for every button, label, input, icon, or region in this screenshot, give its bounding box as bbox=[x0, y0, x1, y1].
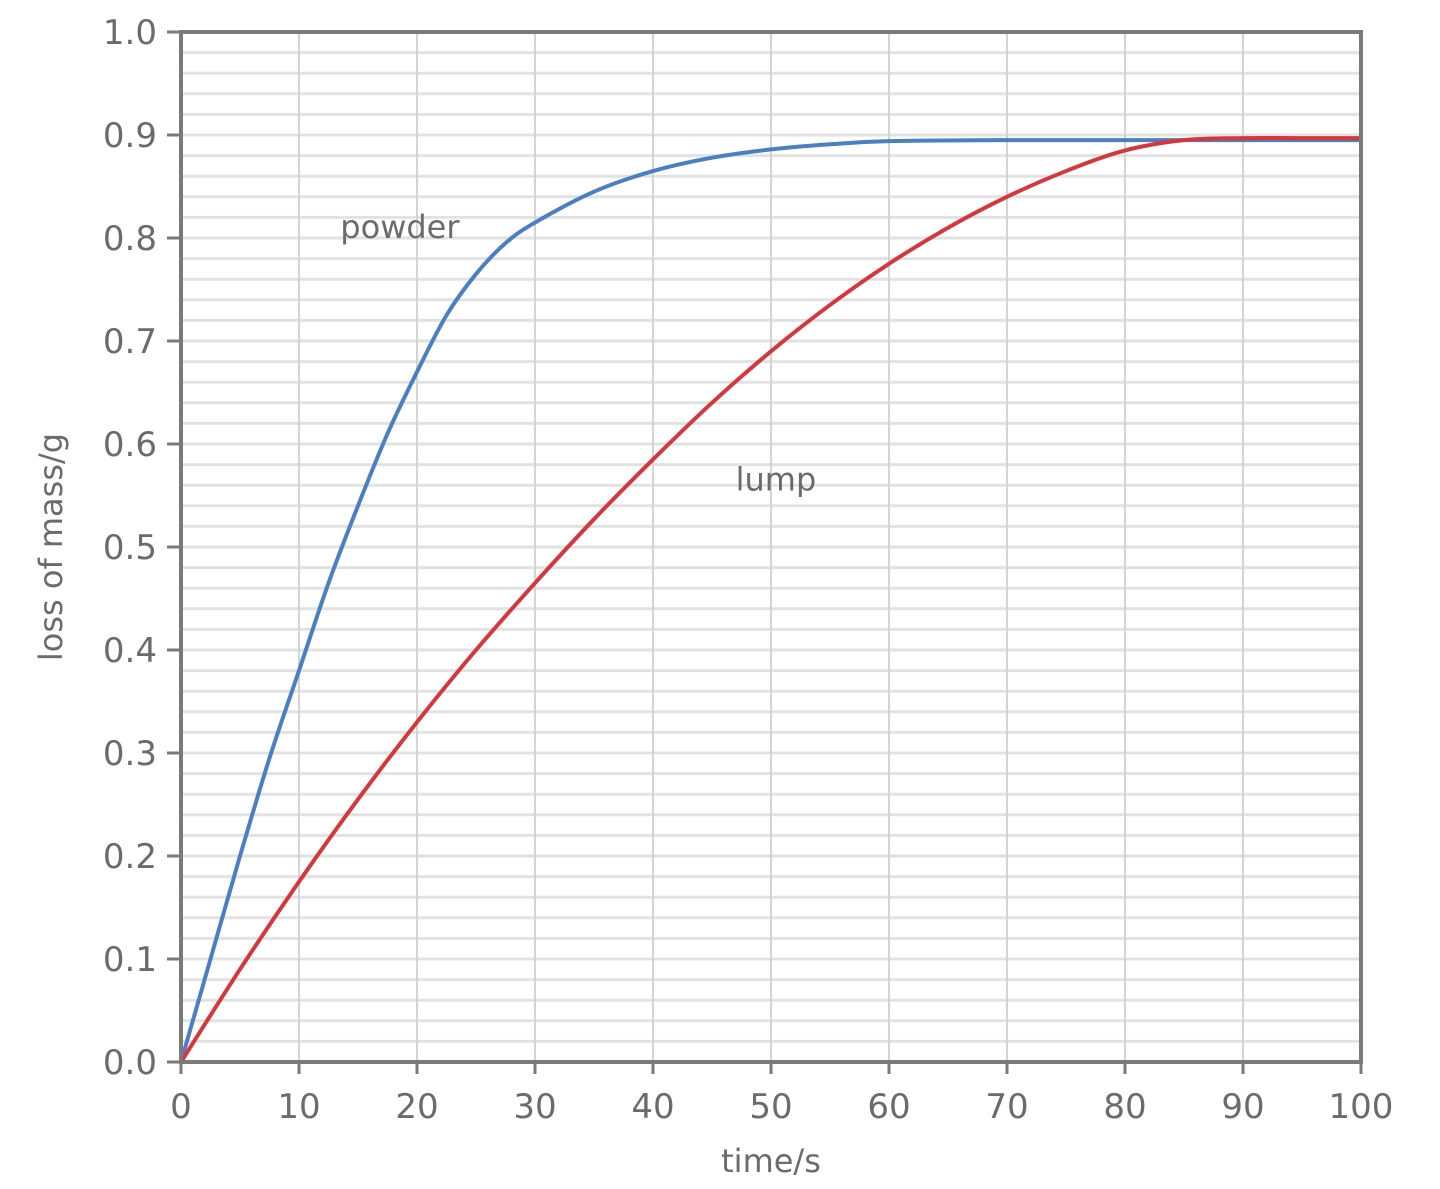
x-tick-label: 50 bbox=[749, 1087, 792, 1127]
y-tick-label: 0.2 bbox=[103, 837, 157, 877]
y-tick-label: 0.1 bbox=[103, 940, 157, 980]
x-tick-label: 40 bbox=[631, 1087, 674, 1127]
y-tick-label: 0.3 bbox=[103, 734, 157, 774]
data-series bbox=[179, 135, 1363, 1064]
x-axis-title: time/s bbox=[721, 1142, 821, 1180]
x-tick-label: 60 bbox=[867, 1087, 910, 1127]
series-line-lump bbox=[179, 135, 1363, 1064]
x-tick-label: 30 bbox=[513, 1087, 556, 1127]
y-tick-label: 0.9 bbox=[103, 116, 157, 156]
x-tick-label: 10 bbox=[277, 1087, 320, 1127]
x-tick-label: 0 bbox=[170, 1087, 192, 1127]
x-tick-label: 100 bbox=[1329, 1087, 1394, 1127]
grid-lines bbox=[181, 32, 1361, 1062]
series-label-powder: powder bbox=[340, 208, 460, 246]
x-tick-label: 90 bbox=[1221, 1087, 1264, 1127]
y-tick-label: 1.0 bbox=[103, 13, 157, 53]
y-tick-label: 0.6 bbox=[103, 425, 157, 465]
y-tick-label: 0.7 bbox=[103, 322, 157, 362]
y-tick-label: 0.8 bbox=[103, 219, 157, 259]
series-label-lump: lump bbox=[736, 460, 817, 498]
x-tick-label: 20 bbox=[395, 1087, 438, 1127]
x-tick-label: 80 bbox=[1103, 1087, 1146, 1127]
y-tick-label: 0.4 bbox=[103, 631, 157, 671]
series-line-powder bbox=[179, 138, 1363, 1064]
tick-labels: 0.0 0.1 0.2 0.3 0.4 0.5 0.6 0.7 0.8 0.9 1.0 0 10 20 30… bbox=[103, 13, 1394, 1127]
x-tick-label: 70 bbox=[985, 1087, 1028, 1127]
y-axis-title: loss of mass/g bbox=[32, 433, 70, 661]
y-tick-label: 0.5 bbox=[103, 528, 157, 568]
series-labels: powder lump bbox=[340, 208, 816, 498]
y-tick-label: 0.0 bbox=[103, 1043, 157, 1083]
